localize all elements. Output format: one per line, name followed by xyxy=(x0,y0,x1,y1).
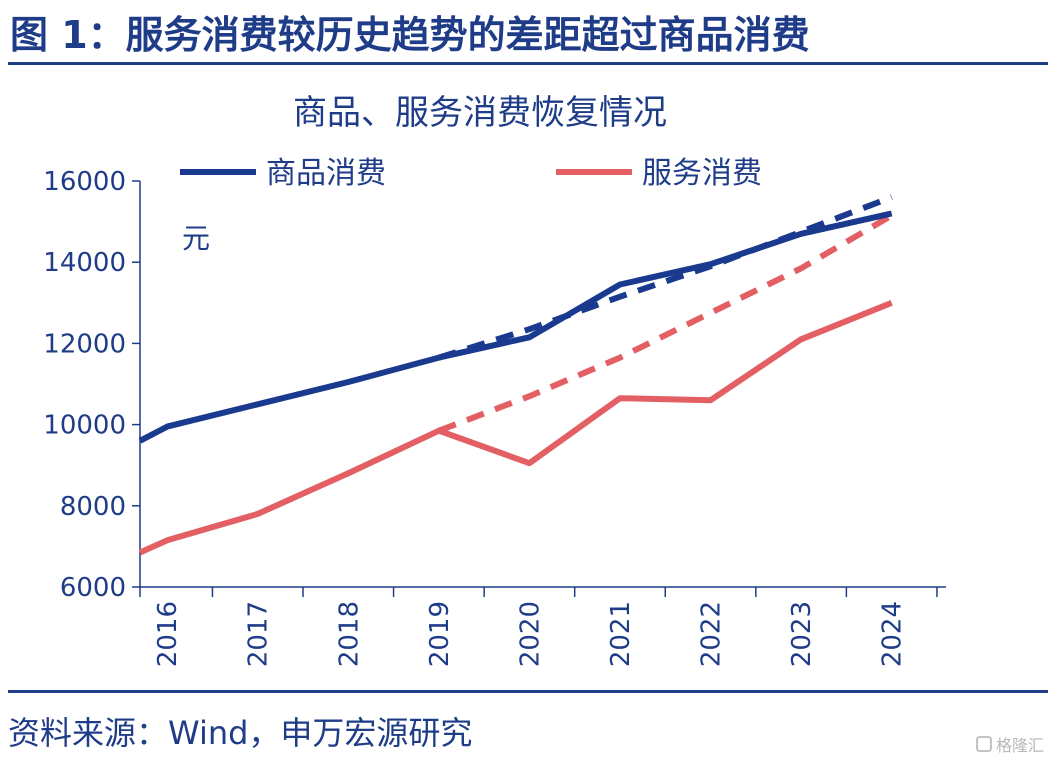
watermark-text: 格隆汇 xyxy=(995,736,1044,755)
y-tick-label: 14000 xyxy=(43,248,126,278)
chart-series xyxy=(138,194,894,556)
x-tick-label: 2019 xyxy=(425,601,455,667)
footer-rule xyxy=(8,690,1048,693)
x-tick-label: 2018 xyxy=(334,601,364,667)
y-tick-label: 10000 xyxy=(43,411,126,441)
series-goods-line xyxy=(138,210,893,444)
x-tick-label: 2021 xyxy=(606,601,636,667)
line-chart: 商品、服务消费恢复情况 商品消费 服务消费 元 6000 8000 10000 1200… xyxy=(43,93,946,667)
series-services-line xyxy=(138,300,893,556)
y-tick-label: 16000 xyxy=(43,167,126,197)
chart-axes: 6000 8000 10000 12000 14000 16000 2016 2017 2018… xyxy=(43,167,946,667)
series-trend-goods-line xyxy=(438,194,893,361)
y-tick-label: 8000 xyxy=(60,492,126,522)
legend-label-services: 服务消费 xyxy=(642,156,762,191)
chart-legend: 商品消费 服务消费 xyxy=(180,156,762,191)
x-tick-label: 2020 xyxy=(515,601,545,667)
x-tick-label: 2024 xyxy=(878,601,908,667)
source-note: 资料来源：Wind，申万宏源研究 xyxy=(8,714,473,752)
x-tick-label: 2017 xyxy=(244,601,274,667)
legend-label-goods: 商品消费 xyxy=(266,156,386,191)
figure-heading: 图 1：服务消费较历史趋势的差距超过商品消费 xyxy=(10,13,810,57)
chart-title: 商品、服务消费恢复情况 xyxy=(293,93,667,133)
x-tick-label: 2016 xyxy=(153,601,183,667)
heading-rule xyxy=(8,62,1048,65)
series-trend-services-line xyxy=(437,212,894,434)
x-tick-label: 2022 xyxy=(697,601,727,667)
watermark: 格隆汇 xyxy=(975,732,1044,756)
y-unit-label: 元 xyxy=(182,222,210,255)
x-tick-label: 2023 xyxy=(787,601,817,667)
watermark-logo-icon xyxy=(975,736,992,752)
y-tick-label: 6000 xyxy=(60,573,126,603)
y-tick-label: 12000 xyxy=(43,329,126,359)
